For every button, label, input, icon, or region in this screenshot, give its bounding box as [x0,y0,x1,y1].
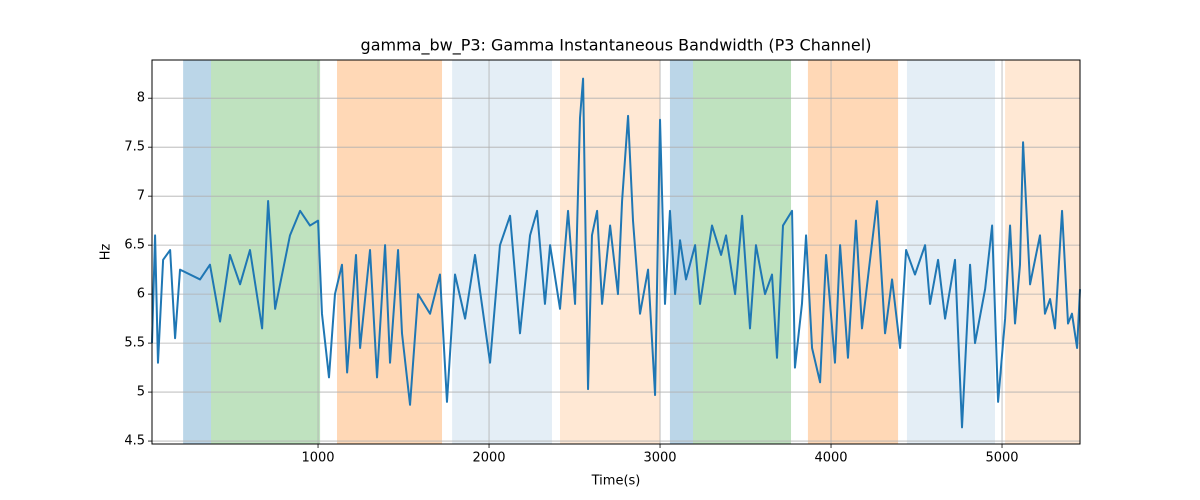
y-tick-label: 4.5 [124,434,145,449]
y-tick-label: 7 [137,189,145,204]
data-line [151,77,1081,429]
x-tick-label: 5000 [985,451,1018,466]
shaded-span [1005,60,1080,444]
x-tick-label: 2000 [472,451,505,466]
shaded-span [906,60,996,444]
shaded-span [452,60,552,444]
y-tick-label: 6.5 [124,238,145,253]
y-tick-label: 7.5 [124,140,145,155]
y-tick-label: 5.5 [124,336,145,351]
x-tick-label: 1000 [301,451,334,466]
shaded-span [183,60,211,444]
shaded-span [559,60,661,444]
y-tick-label: 6 [137,287,145,302]
x-tick-label: 3000 [643,451,676,466]
x-tick-label: 4000 [814,451,847,466]
x-axis-label: Time(s) [591,474,641,489]
shaded-span [337,60,443,444]
chart-title: gamma_bw_P3: Gamma Instantaneous Bandwid… [361,36,872,56]
y-tick-label: 5 [137,385,145,400]
plot-frame [151,59,1081,445]
shaded-span [807,60,899,444]
shaded-span [693,60,792,444]
y-axis-label: Hz [99,244,114,261]
y-tick-label: 8 [137,91,145,106]
